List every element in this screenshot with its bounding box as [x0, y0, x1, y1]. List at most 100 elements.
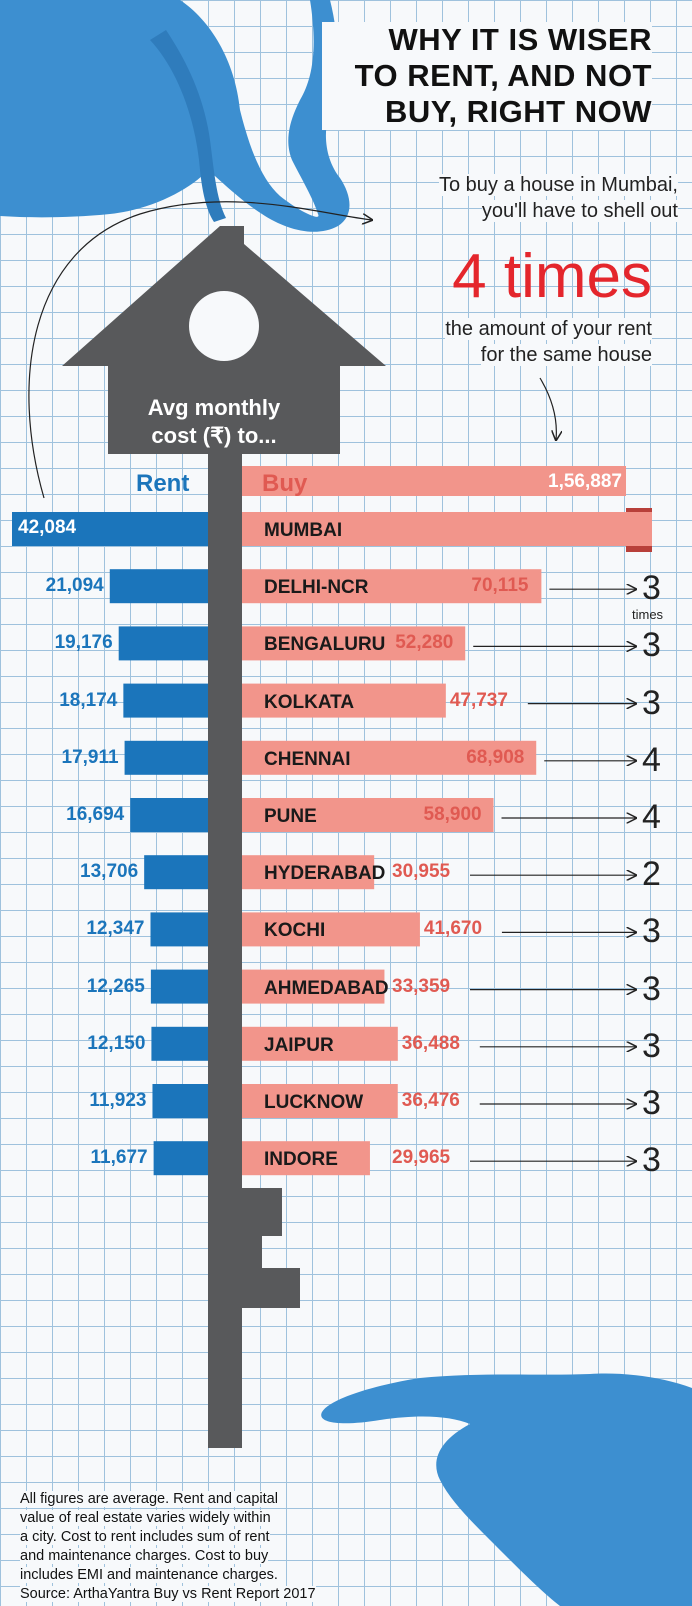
buy-bar [242, 740, 537, 775]
rent-value: 17,911 [61, 746, 119, 768]
intro-top: To buy a house in Mumbai, you'll have to… [348, 172, 678, 224]
big-stat: 4 times [452, 242, 652, 311]
rent-bar [123, 683, 208, 718]
buy-value: 1,56,887 [548, 471, 622, 492]
city-label: JAIPUR [264, 1034, 334, 1056]
intro-line: To buy a house in Mumbai, [438, 174, 678, 196]
rent-bar [109, 569, 208, 604]
rent-bar [150, 969, 208, 1004]
house-label-line: Avg monthly [147, 395, 281, 420]
headline: WHY IT IS WISER TO RENT, AND NOT BUY, RI… [322, 22, 652, 130]
hand-bottom-icon [321, 1373, 692, 1606]
buy-value: 36,476 [401, 1090, 460, 1111]
buy-value: 52,280 [395, 632, 454, 654]
city-label: MUMBAI [264, 520, 343, 541]
city-label: DELHI-NCR [264, 577, 369, 599]
rent-bar [144, 855, 208, 890]
curve-arrow-2 [539, 377, 556, 440]
ratio-value: 3 [642, 626, 661, 665]
buy-bar [242, 1084, 398, 1118]
intro-bottom: the amount of your rent for the same hou… [322, 316, 652, 368]
buy-legend: Buy [262, 470, 308, 497]
footnote-line: and maintenance charges. Cost to buy [20, 1548, 269, 1564]
rent-value: 16,694 [66, 804, 125, 825]
buy-value: 30,955 [392, 861, 451, 883]
buy-bar [242, 969, 385, 1004]
buy-bar [242, 1026, 398, 1061]
buy-bar [242, 855, 375, 890]
headline-line: BUY, RIGHT NOW [322, 94, 652, 130]
buy-value: 58,900 [423, 804, 482, 825]
rent-bar [118, 626, 208, 661]
rent-value: 42,084 [18, 517, 77, 538]
rent-bar [124, 740, 208, 775]
buy-bar-banner [242, 466, 626, 496]
rent-bar [153, 1141, 208, 1176]
curve-arrow [28, 201, 372, 499]
buy-value: 33,359 [392, 975, 451, 997]
footnote-line: a city. Cost to rent includes sum of ren… [20, 1529, 270, 1545]
headline-line: TO RENT, AND NOT [322, 58, 652, 94]
city-label: PUNE [264, 806, 317, 827]
headline-line: WHY IT IS WISER [322, 22, 652, 58]
buy-value: 47,737 [449, 689, 508, 711]
footnote: All figures are average. Rent and capita… [20, 1490, 320, 1604]
house-window [189, 291, 259, 361]
city-label: INDORE [264, 1149, 338, 1171]
buy-bar [242, 798, 494, 832]
rent-value: 12,265 [86, 975, 145, 997]
footnote-line: includes EMI and maintenance charges. [20, 1567, 278, 1583]
buy-bar [242, 512, 652, 546]
buy-bar [242, 912, 420, 947]
rent-value: 12,347 [86, 918, 145, 940]
hand-top-icon [0, 0, 350, 232]
ratio-value: 3 [642, 569, 661, 608]
city-label: BENGALURU [264, 634, 386, 656]
footnote-line: value of real estate varies widely withi… [20, 1510, 271, 1526]
ratio-value: 4 [642, 798, 661, 836]
rent-value: 21,094 [45, 575, 104, 597]
rent-value: 13,706 [80, 861, 139, 883]
buy-value: 68,908 [466, 746, 525, 768]
buy-bar [242, 569, 542, 604]
rent-value: 12,150 [87, 1032, 146, 1054]
house-label: Avg monthly cost (₹) to... [108, 394, 320, 450]
buy-bar [242, 1141, 370, 1176]
ratio-value: 3 [642, 969, 661, 1008]
intro-line: you'll have to shell out [481, 200, 678, 222]
ratio-value: 2 [642, 855, 661, 894]
rent-bar [12, 512, 208, 546]
city-label: LUCKNOW [264, 1092, 364, 1113]
ratio-value: 3 [642, 912, 661, 951]
finger-icon [150, 30, 226, 222]
city-label: AHMEDABAD [264, 977, 389, 999]
rent-bar [130, 798, 208, 832]
key-teeth [242, 1188, 300, 1308]
footnote-line: All figures are average. Rent and capita… [20, 1491, 278, 1507]
intro-line: for the same house [480, 344, 652, 366]
ratio-value: 4 [642, 740, 661, 779]
ratio-value: 3 [642, 1084, 661, 1122]
city-label: KOCHI [264, 920, 326, 942]
city-label: CHENNAI [264, 748, 351, 770]
ratio-value: 3 [642, 1026, 661, 1065]
ratio-value: 3 [642, 1141, 661, 1180]
buy-value: 41,670 [423, 918, 483, 940]
buy-value: 29,965 [392, 1147, 451, 1169]
house-label-line: cost (₹) to... [151, 423, 277, 448]
city-label: KOLKATA [264, 691, 355, 713]
rent-value: 11,923 [89, 1090, 147, 1111]
rent-bar [150, 912, 208, 947]
rent-value: 11,677 [90, 1147, 148, 1169]
footnote-line: Source: ArthaYantra Buy vs Rent Report 2… [20, 1586, 316, 1602]
buy-value: 36,488 [401, 1032, 460, 1054]
rent-bar [151, 1026, 208, 1061]
buy-value: 70,115 [471, 575, 529, 597]
rent-legend: Rent [136, 470, 190, 497]
buy-bar [242, 626, 466, 661]
times-label: times [632, 607, 664, 622]
key-shaft [208, 454, 242, 1448]
rent-bar [152, 1084, 208, 1118]
buy-bar [242, 683, 446, 718]
